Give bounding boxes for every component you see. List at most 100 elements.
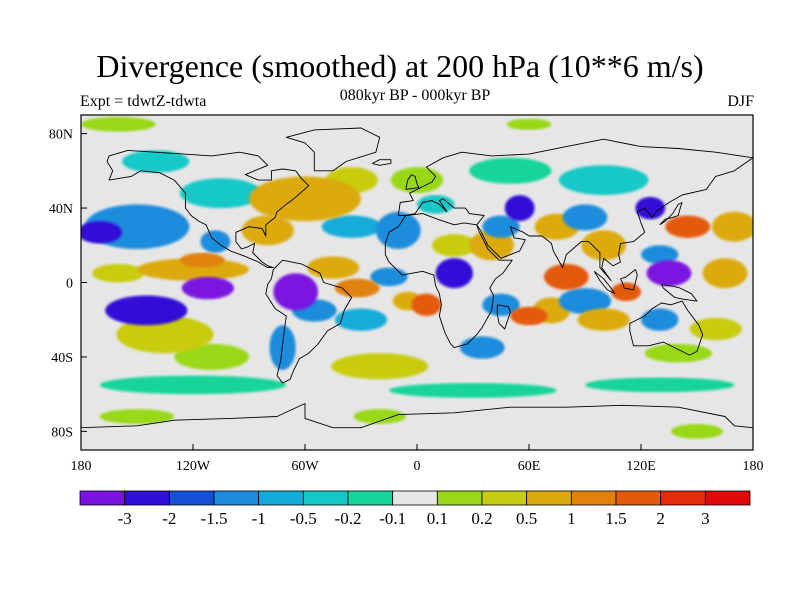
contour-region-5 (122, 150, 190, 173)
colorbar-swatch-5 (302, 490, 349, 506)
experiment-label: Expt = tdwtZ-tdwta (80, 93, 207, 110)
coastline-9 (620, 269, 638, 291)
longitude-axis: 180 120W 60W 0 60E 120E 180 (71, 444, 764, 474)
x-tick-label-6: 180 (743, 459, 764, 474)
contour-region-35 (469, 230, 515, 261)
colorbar-label-1: -2 (162, 509, 176, 528)
contour-region-55 (504, 195, 535, 222)
colorbar-swatch-1 (124, 490, 170, 506)
coastline-11 (496, 304, 511, 330)
contour-region-23 (689, 317, 742, 341)
colorbar-swatch-2 (168, 490, 215, 506)
contour-region-20 (321, 215, 382, 238)
contour-region-2 (389, 383, 557, 398)
contour-region-42 (558, 288, 612, 315)
contour-region-43 (581, 230, 627, 261)
colorbar-swatch-9 (481, 490, 528, 506)
contour-region-50 (334, 278, 380, 298)
colorbar-swatch-3 (213, 490, 260, 506)
colorbar-swatch-12 (615, 490, 662, 506)
y-tick-label-1: 40N (49, 202, 73, 217)
contour-region-46 (711, 211, 753, 242)
colorbar-label-0: -3 (118, 509, 132, 528)
contour-region-25 (200, 230, 231, 253)
contour-region-31 (306, 256, 360, 279)
x-tick-label-2: 60W (291, 459, 319, 474)
contour-region-36 (482, 215, 520, 238)
contour-region-47 (702, 258, 748, 289)
x-tick-label-5: 120E (626, 459, 656, 474)
coastline-3 (397, 138, 753, 282)
contour-region-54 (435, 258, 473, 289)
colorbar-label-4: -0.5 (290, 509, 317, 528)
contour-region-26 (249, 176, 361, 222)
colorbar-swatch-0 (79, 490, 126, 506)
contour-region-15 (506, 118, 552, 130)
x-tick-label-4: 60E (518, 459, 541, 474)
coastline-6 (405, 174, 420, 190)
coastline-1 (265, 259, 353, 384)
colorbar-swatch-13 (660, 490, 706, 506)
colorbar-swatch-4 (258, 490, 304, 506)
contour-region-21 (331, 353, 429, 380)
colorbar-label-9: 0.5 (516, 509, 537, 528)
colorbar-label-12: 2 (656, 509, 665, 528)
contour-region-61 (181, 276, 234, 300)
contour-region-12 (353, 409, 406, 424)
colorbar-label-2: -1.5 (201, 509, 228, 528)
coastline-7 (659, 202, 683, 226)
colorbar-swatch-14 (704, 490, 751, 506)
season-label: DJF (727, 93, 754, 110)
contour-region-11 (99, 409, 175, 424)
colorbar-label-3: -1 (252, 509, 266, 528)
coastline-12 (372, 159, 392, 166)
contour-region-33 (370, 267, 408, 287)
coastline-0 (106, 149, 310, 269)
contour-region-45 (641, 245, 679, 264)
colorbar-swatch-8 (436, 490, 483, 506)
contour-region-52 (81, 221, 123, 244)
coastline-8 (593, 270, 616, 295)
contour-region-41 (459, 336, 505, 359)
colorbar-swatch-7 (392, 490, 438, 506)
contour-region-14 (81, 116, 156, 132)
contour-region-48 (641, 308, 679, 331)
contour-region-53 (411, 293, 442, 316)
contour-region-13 (670, 424, 724, 439)
contour-region-9 (417, 195, 455, 214)
contour-region-57 (510, 306, 548, 326)
colorbar: -3 -2 -1.5 -1 -0.5 -0.2 -0.1 0.1 0.2 0.5 1 1.5 2 3 (79, 490, 751, 528)
y-tick-label-3: 40S (51, 351, 73, 366)
contour-region-58 (611, 282, 641, 302)
coastlines (81, 127, 753, 429)
colorbar-label-10: 1 (567, 509, 576, 528)
contour-region-27 (241, 215, 294, 246)
contour-region-56 (543, 263, 589, 290)
contour-region-49 (179, 252, 225, 268)
coastline-4 (384, 213, 513, 349)
coastline-2 (285, 127, 381, 172)
colorbar-swatch-6 (347, 490, 394, 506)
x-tick-label-0: 180 (71, 459, 92, 474)
contour-region-10 (644, 343, 712, 363)
coastline-13 (81, 403, 753, 429)
coastline-5 (629, 300, 704, 356)
contour-region-32 (375, 211, 421, 249)
y-tick-label-4: 80S (51, 425, 73, 440)
contour-region-60 (635, 196, 666, 220)
colorbar-swatch-10 (526, 490, 572, 506)
contour-region-63 (646, 260, 692, 287)
contour-region-44 (577, 308, 630, 331)
contour-region-4 (179, 178, 263, 209)
divergence-field (81, 116, 753, 439)
contour-region-8 (390, 167, 444, 194)
contour-region-59 (665, 215, 711, 238)
chart-title: Divergence (smoothed) at 200 hPa (10**6 … (96, 48, 704, 84)
contour-region-17 (92, 263, 145, 283)
y-tick-label-2: 0 (66, 277, 73, 292)
colorbar-label-8: 0.2 (471, 509, 492, 528)
coastline-10 (661, 283, 698, 302)
y-tick-label-0: 80N (49, 128, 73, 143)
contour-region-22 (431, 234, 477, 257)
